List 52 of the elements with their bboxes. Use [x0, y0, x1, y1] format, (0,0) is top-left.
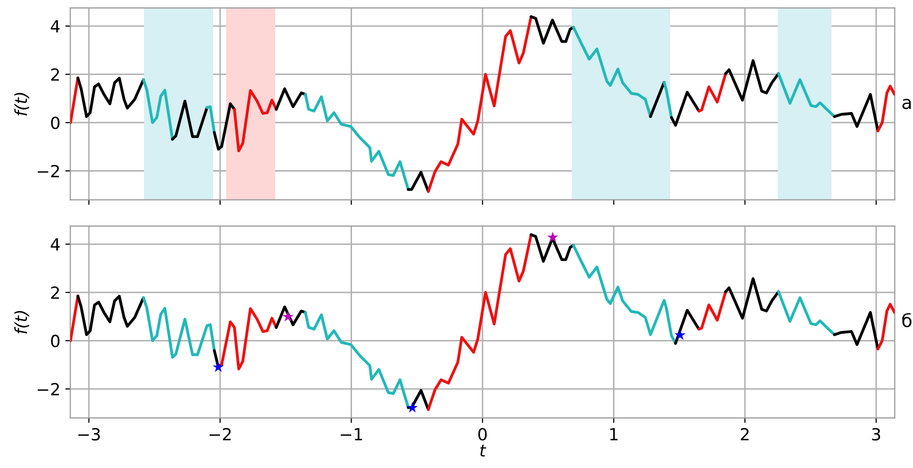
x-tick-label: 0 — [478, 428, 487, 441]
line-series — [876, 84, 895, 132]
line-series — [142, 296, 216, 359]
y-tick-label: 4 — [50, 20, 60, 32]
x-tick-label: 2 — [740, 428, 749, 440]
line-series — [833, 92, 880, 132]
x-tick-label: −2 — [210, 428, 231, 440]
line-series — [572, 244, 677, 345]
line-series — [530, 233, 575, 263]
line-series — [142, 78, 174, 141]
line-series — [274, 306, 307, 329]
x-tick-label: 3 — [872, 428, 880, 441]
point — [212, 361, 224, 372]
text: а — [902, 98, 911, 110]
line-series — [76, 294, 145, 336]
y-tick-label: 2 — [51, 286, 59, 299]
y-tick-label: −2 — [38, 382, 59, 396]
x-tick-label: −3 — [78, 428, 100, 441]
x-axis-title: t — [480, 444, 486, 456]
line-series — [698, 72, 728, 112]
line-series — [777, 72, 836, 118]
y-tick-label: 4 — [50, 238, 60, 250]
y-tick-label: −2 — [38, 164, 59, 178]
line-series — [833, 311, 880, 350]
point — [282, 310, 294, 322]
line-series — [876, 302, 895, 350]
point — [406, 402, 418, 412]
line-series — [212, 102, 236, 151]
point — [547, 232, 558, 242]
line-series — [670, 90, 700, 127]
line-series — [233, 89, 278, 152]
y-tick-label: 0 — [51, 116, 60, 130]
text: б — [902, 312, 912, 328]
y-tick-label: 2 — [51, 68, 59, 81]
y-axis-title: f(t) — [14, 310, 30, 334]
line-series — [572, 26, 652, 118]
y-axis-title: f(t) — [14, 92, 30, 116]
line-series — [426, 233, 532, 411]
line-series — [76, 76, 145, 118]
y-tick-label: 0 — [51, 334, 60, 348]
point — [674, 329, 686, 340]
line-series — [698, 290, 728, 330]
line-series — [530, 15, 575, 45]
line-series — [274, 87, 307, 111]
line-series — [724, 277, 780, 320]
line-series — [777, 290, 836, 336]
x-tick-label: −1 — [340, 428, 362, 440]
line-series — [426, 15, 532, 193]
line-series — [304, 92, 410, 191]
line-series — [724, 59, 780, 102]
x-tick-label: 1 — [610, 428, 618, 440]
line-series — [171, 100, 208, 141]
